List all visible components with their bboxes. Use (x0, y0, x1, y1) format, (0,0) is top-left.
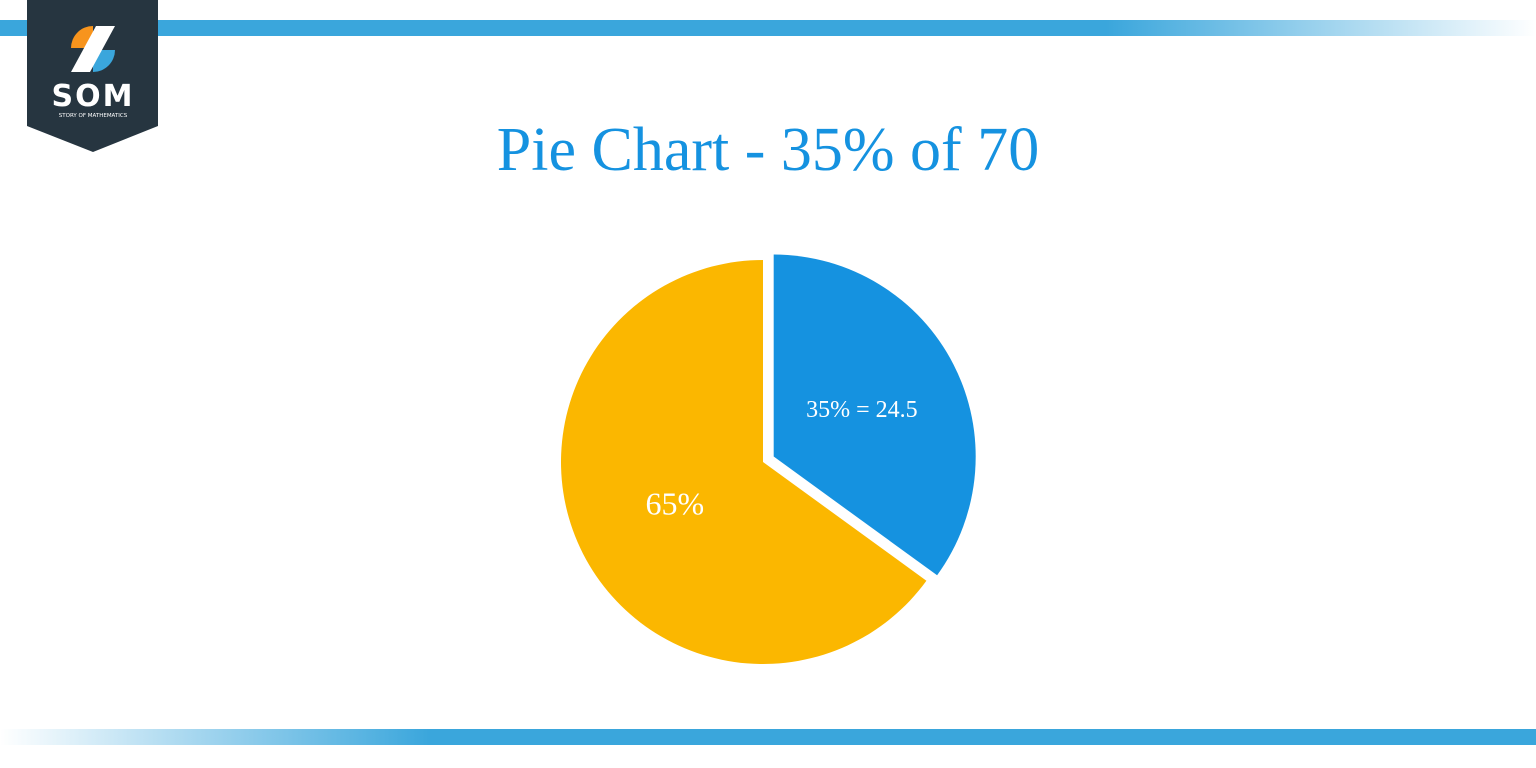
top-stripe (0, 20, 1536, 36)
logo-icon (71, 26, 115, 72)
chart-title: Pie Chart - 35% of 70 (497, 116, 1039, 184)
logo-text: SOM (52, 79, 135, 114)
logo-subtitle: STORY OF MATHEMATICS (59, 113, 128, 119)
value-label: 65% (645, 485, 704, 521)
logo[interactable]: SOM STORY OF MATHEMATICS (27, 0, 158, 152)
pie-slice (560, 260, 927, 665)
bottom-stripe (0, 729, 1536, 745)
value-label: 35% = 24.5 (806, 397, 918, 423)
pie-slice (773, 254, 976, 576)
logo-badge (27, 0, 158, 152)
